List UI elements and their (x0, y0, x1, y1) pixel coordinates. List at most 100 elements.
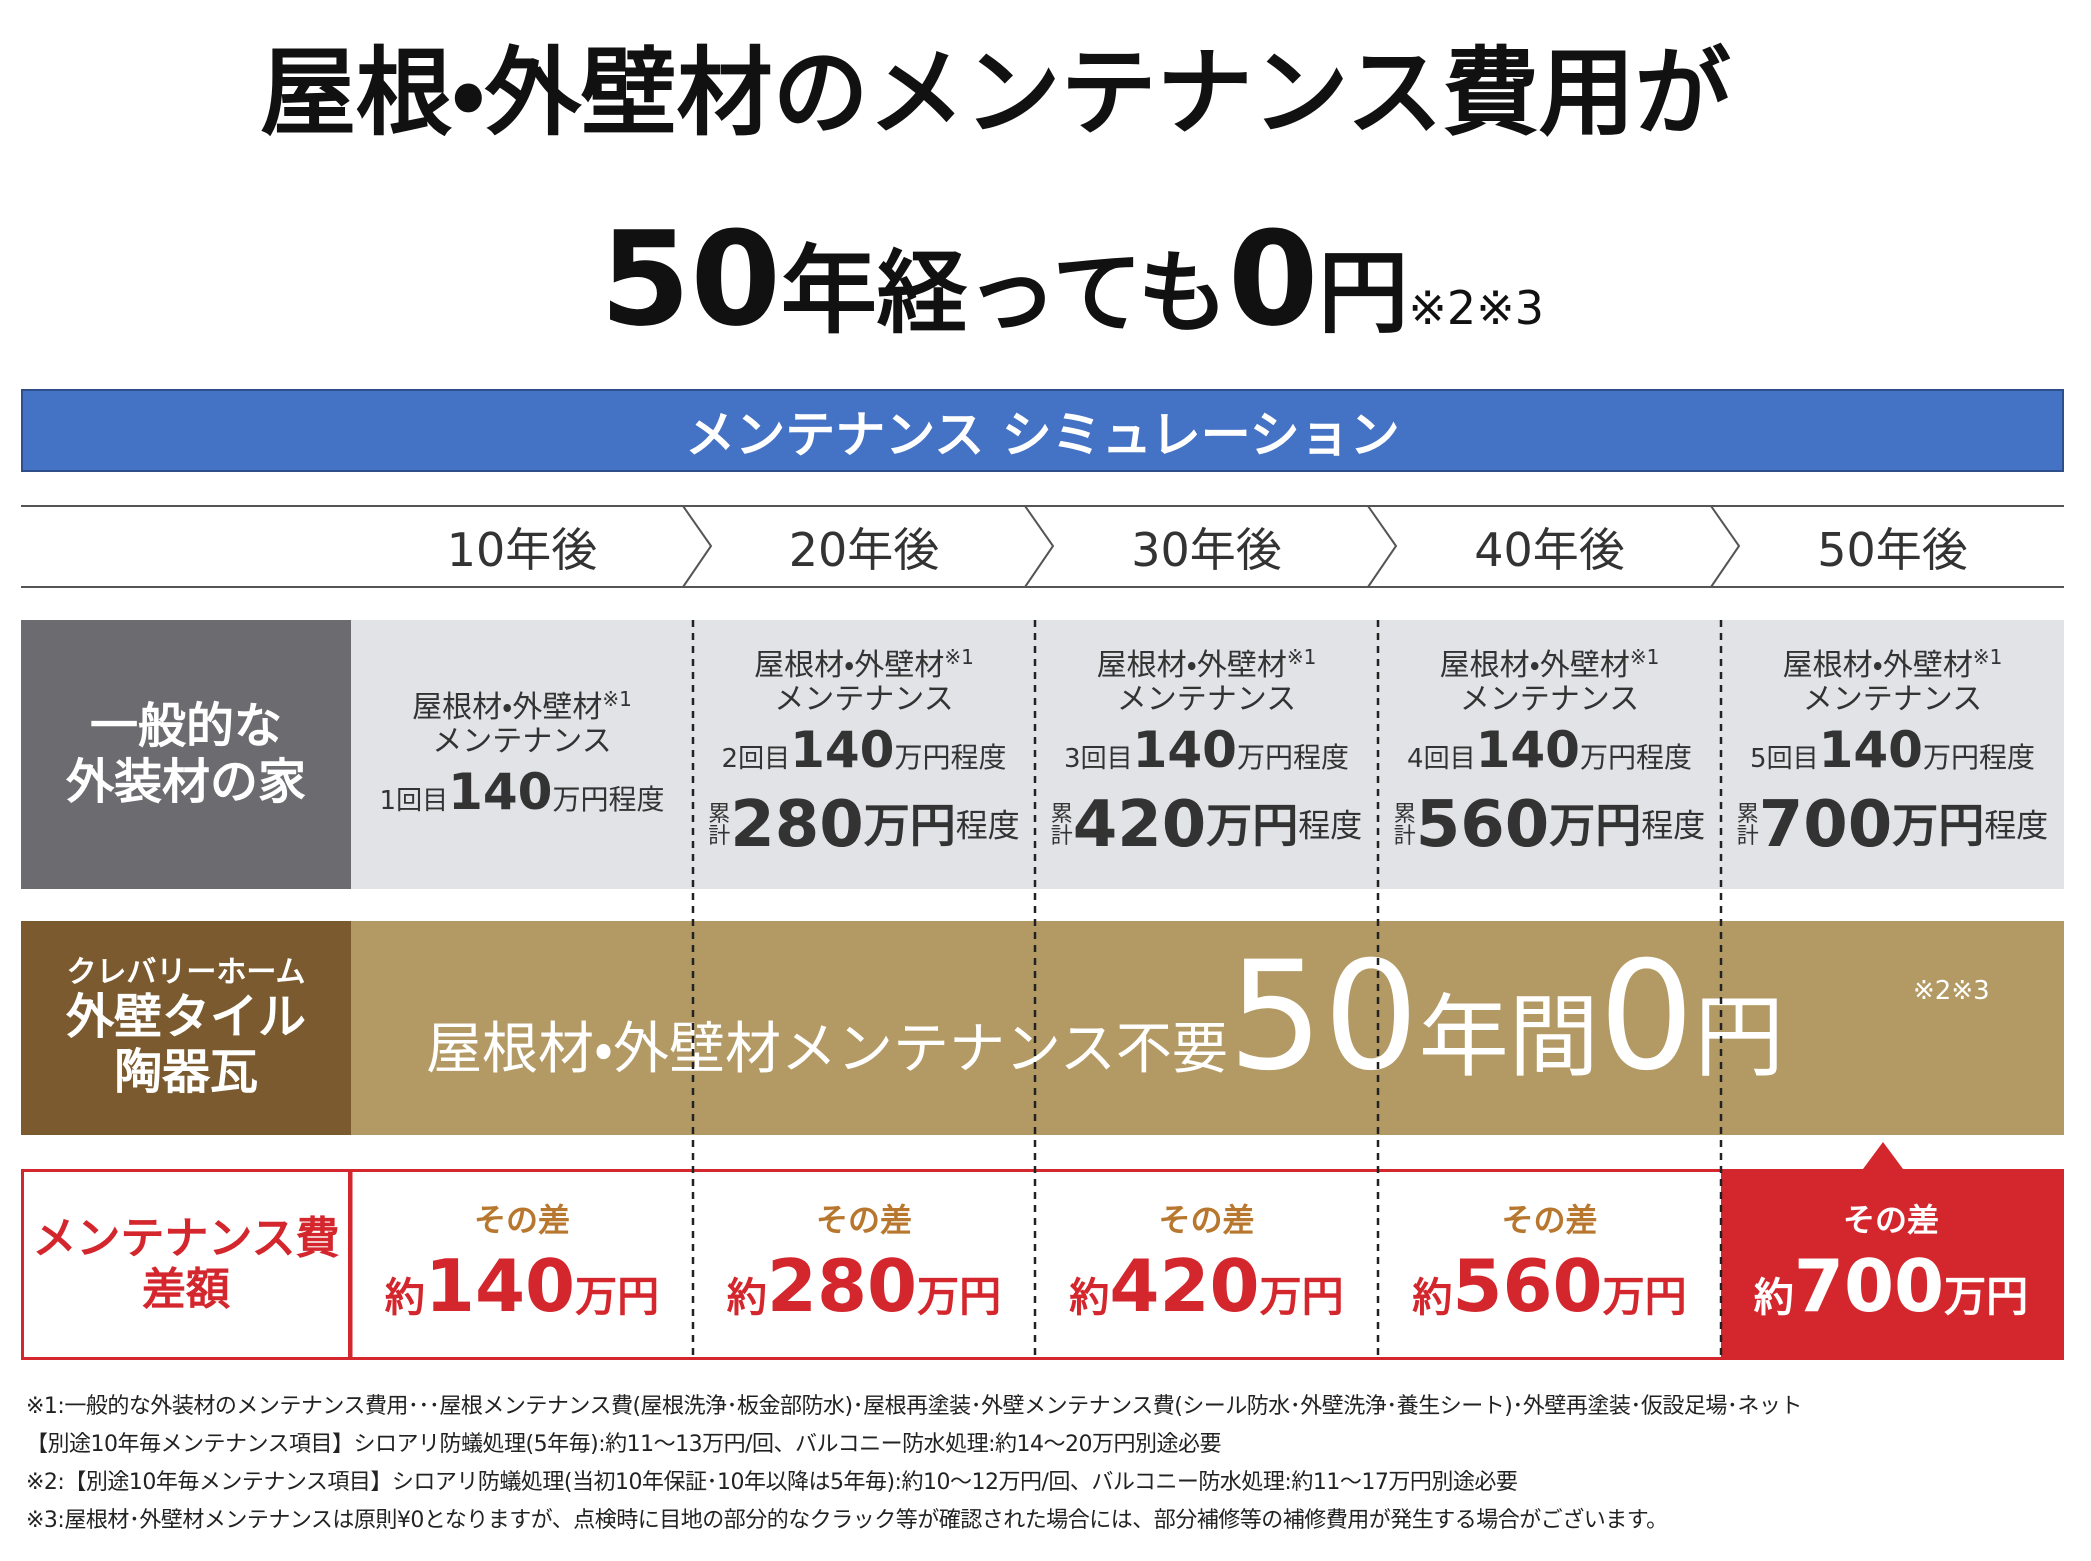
item-line: 屋根材・外壁材※1 (754, 645, 974, 684)
total: 700 (1758, 788, 1893, 863)
count: 5回目 (1750, 743, 1819, 774)
period-label: 10年後 (446, 522, 598, 577)
period-label: 20年後 (788, 522, 940, 577)
amount: 140 (448, 762, 553, 821)
difference-label: その差 (1501, 1200, 1598, 1239)
difference-label: その差 (1158, 1200, 1255, 1239)
item-line: 屋根材・外壁材※1 (1439, 644, 1660, 684)
general-cell: 屋根材・外壁材※1 メンテナンス 1回目140万円程度 (351, 620, 693, 889)
work: メンテナンス (774, 682, 954, 718)
header-line: 一般的な (89, 698, 282, 755)
unit: 万円程度 (1922, 740, 2035, 774)
difference-label: その差 (815, 1200, 912, 1239)
difference-cell: その差 約140万円 (351, 1169, 693, 1360)
unit: 万円 (1259, 1271, 1344, 1321)
clever-unit: 円 (1694, 985, 1785, 1090)
amount: 560 (1452, 1243, 1603, 1328)
item-line: 屋根材・外壁材※1 (1097, 645, 1317, 684)
clever-body: 屋根材・外壁材メンテナンス不要50年間0円 ※2※3 (351, 921, 2064, 1135)
total: 420 (1072, 788, 1207, 863)
banner: メンテナンス シミュレーション (21, 389, 2064, 472)
chevron (1024, 505, 1055, 588)
total-suffix: 程度 (955, 806, 1020, 845)
general-cell: 屋根材・外壁材※1 メンテナンス 4回目140万円程度 累計560万円程度 (1378, 620, 1721, 889)
banner-text: メンテナンス シミュレーション (685, 405, 1400, 464)
amount: 140 (790, 720, 895, 779)
clever-header: クレバリーホーム 外壁タイル 陶器瓦 (21, 921, 351, 1135)
amount: 420 (1109, 1243, 1260, 1328)
unit: 万円 (1602, 1271, 1687, 1321)
count: 3回目 (1064, 743, 1133, 774)
total-unit: 万円 (1206, 798, 1299, 853)
difference-cell: その差約280万円 (693, 1169, 1035, 1360)
amount: 140 (1475, 720, 1580, 779)
difference-cell: その差 約700万円 (1721, 1169, 2064, 1360)
total-line: 累計280万円程度 (708, 789, 1020, 863)
count-line: 2回目140万円程度 (721, 720, 1007, 780)
difference-header: メンテナンス費 差額 (21, 1169, 351, 1360)
prefix: 約 (726, 1274, 767, 1321)
amount: 140 (1818, 720, 1923, 779)
general-cell: 屋根材・外壁材※1 メンテナンス 2回目140万円程度累計280万円程度 (693, 620, 1035, 889)
period-label: 50年後 (1817, 522, 1968, 577)
unit: 万円程度 (552, 782, 665, 816)
title-line2: 50年経っても0円※2※3 (600, 203, 1544, 355)
prefix: 約 (1412, 1274, 1453, 1321)
item-note: ※1 (602, 686, 632, 711)
title-text: 経っても (876, 241, 1228, 346)
difference-label: その差 (473, 1200, 570, 1239)
clever-text: 屋根材・外壁材メンテナンス不要50年間0円 (426, 931, 1784, 1104)
footnote: 【別途10年毎メンテナンス項目】シロアリ防蟻処理(5年毎):約11～13万円/回… (26, 1432, 1222, 1457)
chevron (1710, 505, 1741, 588)
clever-label: 屋根材・外壁材メンテナンス不要 (426, 1017, 1228, 1082)
difference-label: その差 (1842, 1200, 1939, 1239)
total-unit: 万円 (1892, 798, 1985, 853)
count-line: 1回目140万円程度 (380, 762, 665, 822)
count-line: 3回目140万円程度 (1064, 720, 1349, 780)
unit: 万円程度 (1579, 740, 1692, 774)
difference-line: 約420万円 (1069, 1243, 1344, 1328)
clever-years-unit: 年間 (1418, 985, 1599, 1090)
unit: 万円 (1944, 1271, 2029, 1321)
prefix: 約 (1753, 1274, 1794, 1321)
period-label: 40年後 (1474, 522, 1625, 577)
item: 屋根材・外壁材 (412, 689, 603, 725)
general-header: 一般的な 外装材の家 (21, 620, 351, 889)
footnote: ※2:【別途10年毎メンテナンス項目】シロアリ防蟻処理(当初10年保証･10年以… (26, 1470, 1518, 1495)
amount: 280 (766, 1243, 918, 1328)
total-line: 累計560万円程度 (1394, 789, 1706, 863)
title-zero: 0 (1227, 203, 1319, 355)
footnote: ※3:屋根材･外壁材メンテナンスは原則¥0となりますが、点検時に目地の部分的なク… (26, 1508, 1668, 1533)
difference-line: 約560万円 (1412, 1243, 1687, 1328)
amount: 140 (1132, 720, 1237, 779)
item-line: 屋根材・外壁材※1 (412, 686, 632, 726)
work: メンテナンス (432, 724, 612, 760)
difference-line: 約280万円 (726, 1243, 1001, 1328)
total-label: 累計 (1736, 802, 1759, 850)
total-suffix: 程度 (1641, 806, 1706, 845)
difference-cell: その差約560万円 (1378, 1169, 1721, 1360)
general-cell: 屋根材・外壁材※1 メンテナンス 3回目140万円程度 累計420万円程度 (1035, 620, 1378, 889)
item: 屋根材・外壁材 (1782, 647, 1973, 683)
item: 屋根材・外壁材 (754, 647, 945, 683)
work: メンテナンス (1802, 682, 1983, 718)
header-line: クレバリーホーム (66, 954, 306, 990)
total-label: 累計 (1393, 802, 1416, 850)
unit: 万円 (575, 1271, 660, 1321)
work: メンテナンス (1116, 682, 1297, 718)
total-label: 累計 (1050, 802, 1073, 850)
title-year: 年 (780, 235, 877, 347)
total: 560 (1415, 788, 1550, 863)
count: 2回目 (721, 743, 791, 774)
count-line: 4回目140万円程度 (1407, 720, 1692, 780)
clever-years: 50 (1227, 930, 1419, 1104)
total-line: 累計420万円程度 (1051, 789, 1363, 863)
item-note: ※1 (1629, 644, 1660, 669)
item: 屋根材・外壁材 (1439, 647, 1630, 683)
count: 4回目 (1407, 743, 1476, 774)
unit: 万円程度 (1236, 740, 1349, 774)
title-yen: 円 (1318, 241, 1409, 346)
total-line: 累計700万円程度 (1737, 789, 2049, 863)
